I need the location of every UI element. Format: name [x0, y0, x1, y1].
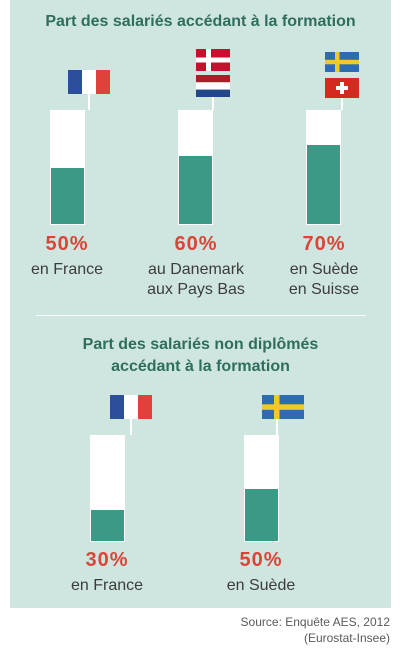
bar-fill [179, 156, 212, 224]
chart-1-title: Part des salariés accédant à la formatio… [45, 13, 356, 30]
bar-fill [307, 144, 340, 224]
category-label: en Suisse [288, 281, 360, 298]
source-note: Source: Enquête AES, 2012 (Eurostat-Inse… [241, 614, 390, 646]
bar-fill [245, 488, 278, 541]
section-divider [36, 315, 366, 316]
sweden-flag-icon [262, 395, 304, 424]
france-flag-icon [68, 70, 110, 99]
source-line: (Eurostat-Insee) [303, 631, 390, 645]
france-flag-icon [110, 395, 152, 424]
category-label: en Suède [289, 261, 359, 278]
percent-label: 50% [45, 233, 89, 255]
denmark-flag-icon [196, 49, 230, 76]
infographic-panel: Part des salariés accédant à la formatio… [10, 0, 391, 608]
bar-track-france [50, 110, 85, 225]
chart-2-title-line1: Part des salariés non diplômés [82, 336, 319, 353]
category-label: en France [70, 577, 144, 594]
percent-label: 70% [302, 233, 346, 255]
switzerland-flag-icon [325, 78, 359, 103]
bar-fill [91, 509, 124, 541]
bar-fill [51, 167, 84, 224]
source-line: Source: Enquête AES, 2012 [240, 615, 390, 629]
bar-track-sweden [244, 435, 279, 542]
bar-track-denmark-netherlands [178, 110, 213, 225]
percent-label: 60% [174, 233, 218, 255]
category-label: au Danemark [147, 261, 245, 278]
bar-track-sweden-switzerland [306, 110, 341, 225]
percent-label: 50% [239, 549, 283, 571]
category-label: aux Pays Bas [147, 281, 245, 298]
percent-label: 30% [85, 549, 129, 571]
chart-2-title-line2: accédant à la formation [111, 358, 290, 375]
category-label: en France [30, 261, 104, 278]
netherlands-flag-icon [196, 75, 230, 102]
bar-track-france [90, 435, 125, 542]
category-label: en Suède [226, 577, 296, 594]
sweden-flag-icon [325, 52, 359, 77]
